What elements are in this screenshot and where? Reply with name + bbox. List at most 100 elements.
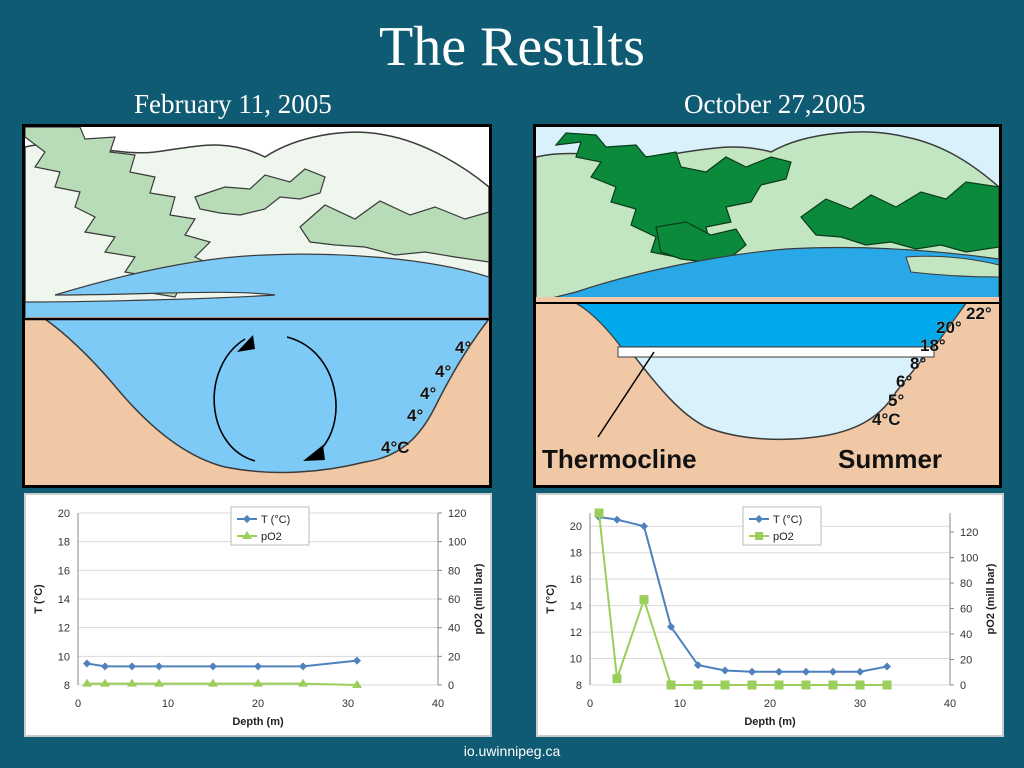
winter-lake-drawing xyxy=(25,127,489,485)
thermocline-label: Thermocline xyxy=(542,444,697,474)
summer-trees-right xyxy=(800,181,999,253)
legend-label-po2: pO2 xyxy=(261,531,282,543)
po2-point xyxy=(801,680,811,690)
po2-point xyxy=(82,678,92,687)
summer-trees-left xyxy=(554,132,792,258)
temperature-point xyxy=(101,662,109,671)
slide-title: The Results xyxy=(379,16,645,78)
october-depth-chart: 8 10 12 14 16 18 20 0 20 40 60 80 100 120 0 10 20 30 40 Dep… xyxy=(536,493,1004,737)
y2-axis-label: pO2 (mill bar) xyxy=(985,563,997,634)
winter-trees-middle xyxy=(194,168,326,216)
x-tick-label: 40 xyxy=(944,698,956,710)
temperature-point xyxy=(83,659,91,668)
legend-marker xyxy=(242,531,252,539)
winter-trees-right xyxy=(299,200,489,263)
y-axis-label: T (°C) xyxy=(545,584,557,614)
summer-temp-22: 22° xyxy=(966,304,992,323)
legend-label-po2: pO2 xyxy=(773,531,794,543)
y2-tick-label: 100 xyxy=(960,553,978,565)
po2-point xyxy=(828,680,838,690)
summer-trees-middle xyxy=(655,221,747,263)
y2-tick-label: 60 xyxy=(960,604,972,616)
temperature-point xyxy=(254,662,262,671)
summer-temp-20: 20° xyxy=(936,318,962,337)
temperature-point xyxy=(883,662,891,671)
y2-tick-label: 100 xyxy=(448,537,466,549)
y-tick-label: 12 xyxy=(58,623,70,635)
date-october: October 27,2005 xyxy=(684,89,866,119)
winter-lake-water xyxy=(42,318,489,474)
po2-point xyxy=(298,678,308,687)
winter-lake-illustration: 4° 4° 4° 4° 4°C xyxy=(22,124,492,488)
source-footer: io.uwinnipeg.ca xyxy=(463,743,561,759)
series-line-po2 xyxy=(87,682,358,686)
temperature-point xyxy=(155,662,163,671)
y-tick-label: 10 xyxy=(570,654,582,666)
temperature-point xyxy=(775,667,783,676)
winter-temp-3: 4° xyxy=(420,384,437,403)
summer-lake-drawing xyxy=(536,127,999,485)
po2-point xyxy=(127,678,137,687)
po2-point xyxy=(666,680,676,690)
y-tick-label: 20 xyxy=(570,521,582,533)
series-line-temperature xyxy=(598,515,888,673)
summer-temp-18: 18° xyxy=(920,336,946,355)
summer-lake-illustration: Thermocline Summer 22° 20° 18° 8° 6° 5° … xyxy=(533,124,1002,488)
y2-tick-label: 80 xyxy=(448,565,460,577)
february-depth-chart: 8 10 12 14 16 18 20 0 20 40 60 80 100 120 0 10 20 30 40 Dep… xyxy=(24,493,492,737)
po2-point xyxy=(100,678,110,687)
winter-temp-4: 4° xyxy=(407,406,424,425)
po2-point xyxy=(693,680,703,690)
y2-tick-label: 120 xyxy=(960,527,978,539)
y-tick-label: 18 xyxy=(570,548,582,560)
temperature-point xyxy=(721,666,729,675)
temperature-point xyxy=(694,661,702,670)
summer-far-shore xyxy=(905,255,999,278)
legend-marker xyxy=(243,515,251,523)
x-tick-label: 40 xyxy=(432,698,444,710)
y2-tick-label: 0 xyxy=(960,680,966,692)
february-chart-svg: 8 10 12 14 16 18 20 0 20 40 60 80 100 120 0 10 20 30 40 Dep… xyxy=(33,506,485,728)
po2-point xyxy=(747,680,757,690)
y2-tick-label: 80 xyxy=(960,578,972,590)
y2-tick-label: 120 xyxy=(448,508,466,520)
date-february: February 11, 2005 xyxy=(134,89,332,119)
y-axis-label: T (°C) xyxy=(33,584,45,614)
po2-point xyxy=(855,680,865,690)
po2-point xyxy=(352,680,362,688)
y2-tick-label: 40 xyxy=(448,623,460,635)
summer-temp-8: 8° xyxy=(910,354,927,373)
temperature-point xyxy=(299,662,307,671)
y-tick-label: 18 xyxy=(58,537,70,549)
x-tick-label: 20 xyxy=(252,698,264,710)
x-tick-label: 0 xyxy=(75,698,81,710)
october-chart-svg: 8 10 12 14 16 18 20 0 20 40 60 80 100 120 0 10 20 30 40 Dep… xyxy=(545,506,997,728)
winter-temp-2: 4° xyxy=(435,362,452,381)
y-tick-label: 14 xyxy=(58,594,70,606)
y2-tick-label: 20 xyxy=(960,655,972,667)
circulation-arrow-up-icon xyxy=(237,335,255,352)
y-tick-label: 16 xyxy=(58,565,70,577)
po2-point xyxy=(720,680,730,690)
legend-label-temperature: T (°C) xyxy=(773,514,802,526)
y2-axis-label: pO2 (mill bar) xyxy=(473,563,485,634)
thermocline-band xyxy=(617,346,935,358)
temperature-point xyxy=(613,515,621,524)
legend-marker xyxy=(755,515,763,523)
x-tick-label: 10 xyxy=(162,698,174,710)
y-tick-label: 8 xyxy=(64,680,70,692)
po2-point xyxy=(594,508,604,518)
legend-marker xyxy=(755,532,763,540)
summer-epilimnion xyxy=(573,302,968,348)
y-tick-label: 8 xyxy=(576,680,582,692)
summer-temp-6: 6° xyxy=(896,372,913,391)
x-axis-label: Depth (m) xyxy=(744,716,796,728)
x-axis-label: Depth (m) xyxy=(232,716,284,728)
temperature-point xyxy=(640,522,648,531)
po2-point xyxy=(208,678,218,687)
temperature-point xyxy=(829,667,837,676)
legend-label-temperature: T (°C) xyxy=(261,514,290,526)
x-tick-label: 10 xyxy=(674,698,686,710)
y2-tick-label: 20 xyxy=(448,651,460,663)
summer-temp-4: 4°C xyxy=(872,410,901,429)
